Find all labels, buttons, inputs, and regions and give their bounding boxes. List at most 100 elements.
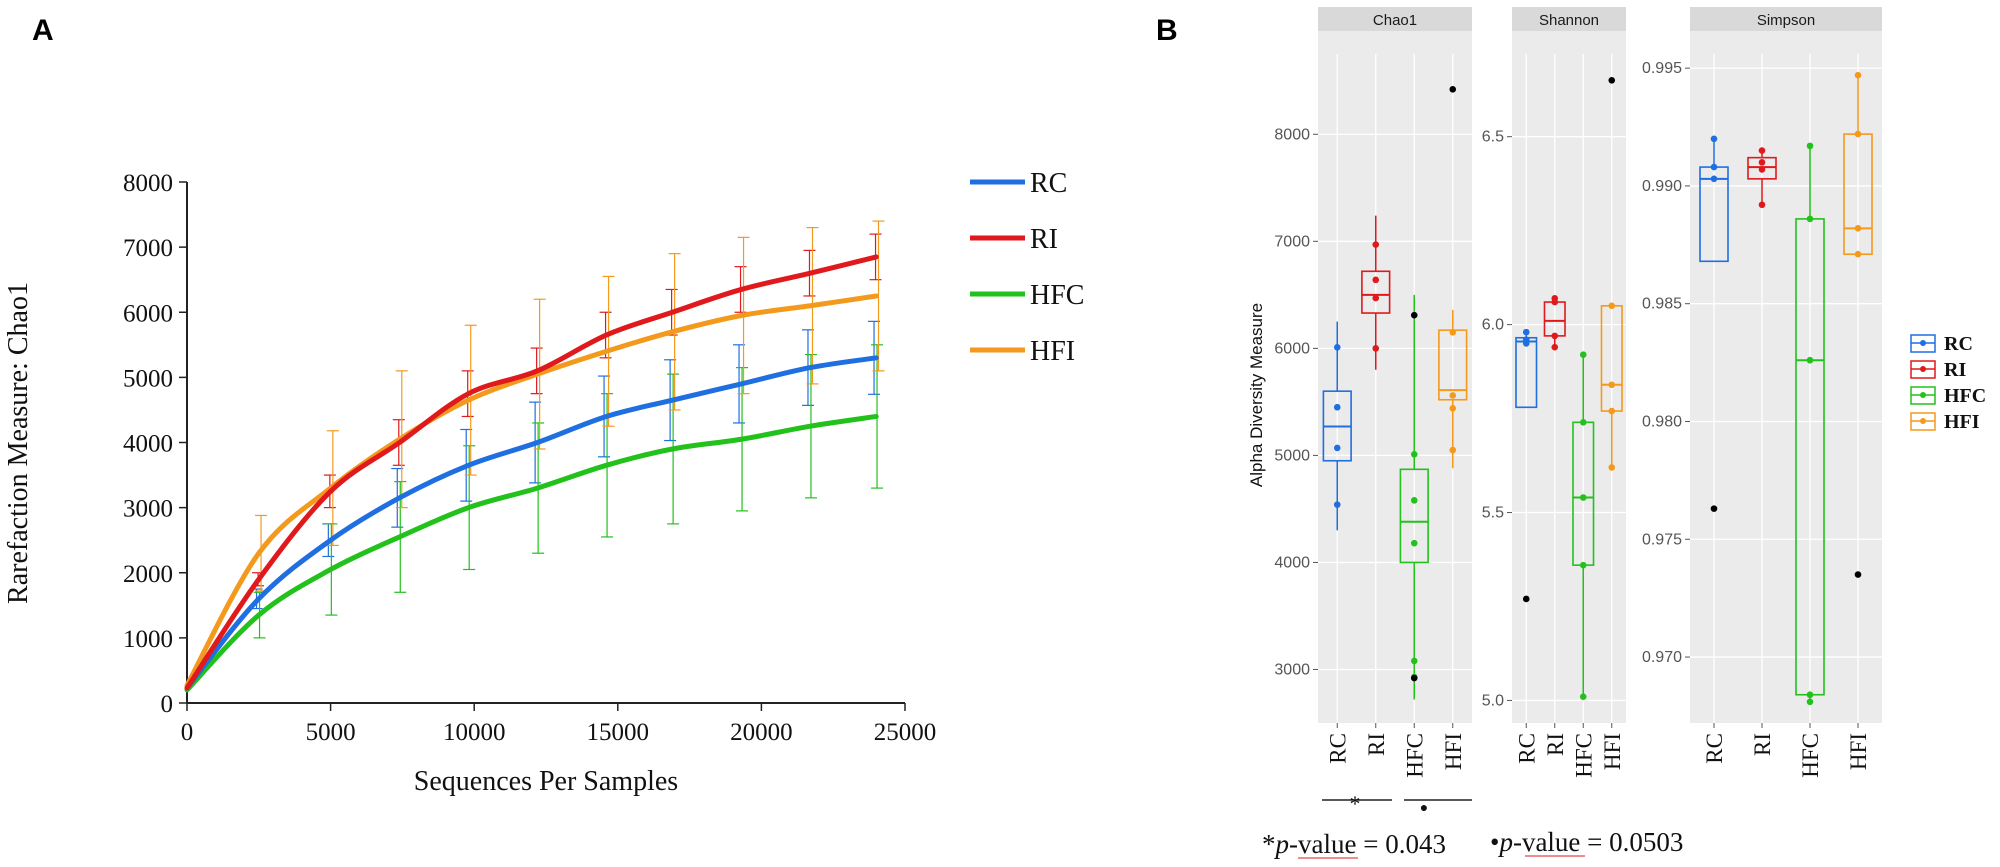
data-point bbox=[1372, 241, 1380, 248]
panel-background bbox=[1690, 30, 1882, 723]
footnote-dot-value: -value = 0.0503 bbox=[1513, 827, 1683, 857]
alpha-diversity-boxplots: Alpha Diversity Measure Chao1 3000 4000 500… bbox=[1247, 7, 1986, 859]
box-hfc bbox=[1399, 294, 1429, 700]
x-tick-label: 20000 bbox=[730, 719, 793, 746]
footnote-dot-p: p bbox=[1497, 827, 1513, 857]
outlier-point bbox=[1710, 505, 1718, 512]
series-line-hfi bbox=[184, 293, 879, 688]
data-point bbox=[1372, 276, 1380, 284]
data-point bbox=[1522, 328, 1530, 336]
footnote-star-symbol: * bbox=[1262, 829, 1276, 859]
x-category-label: HFC bbox=[1571, 733, 1596, 778]
y-tick-label: 1000 bbox=[123, 626, 173, 653]
y-tick-label: 8000 bbox=[1274, 126, 1310, 143]
data-point bbox=[1854, 71, 1862, 79]
box-body bbox=[1361, 270, 1391, 314]
data-point bbox=[1608, 464, 1616, 471]
data-point bbox=[1579, 561, 1587, 569]
facet-strip bbox=[1318, 7, 1472, 31]
outlier-point bbox=[1410, 674, 1418, 682]
data-point bbox=[1449, 392, 1457, 399]
data-point bbox=[1551, 294, 1559, 302]
x-category-label: HFI bbox=[1600, 733, 1625, 770]
outlier-point bbox=[1449, 86, 1457, 93]
x-tick-label: 15000 bbox=[587, 719, 650, 746]
outlier-point bbox=[1522, 595, 1530, 603]
legend-b-dot-hfc bbox=[1920, 392, 1926, 398]
box-hfi bbox=[1600, 77, 1623, 471]
x-category-label: HFC bbox=[1798, 733, 1823, 778]
y-tick-label: 3000 bbox=[1274, 661, 1310, 678]
data-point bbox=[1710, 175, 1718, 183]
y-tick-label: 8000 bbox=[123, 170, 173, 197]
y-tick-label: 5.5 bbox=[1482, 505, 1504, 522]
y-tick-label: 3000 bbox=[123, 496, 173, 523]
legend-b: RC RI HFC HFI bbox=[1910, 333, 1986, 433]
footnote-star: *p-value = 0.043 bbox=[1262, 829, 1446, 859]
y-tick-label: 6.5 bbox=[1482, 129, 1504, 146]
data-point bbox=[1758, 159, 1766, 166]
x-category-label: RI bbox=[1364, 733, 1389, 756]
box-body bbox=[1747, 156, 1777, 180]
data-point bbox=[1806, 356, 1814, 364]
data-point bbox=[1333, 343, 1341, 351]
data-point bbox=[1758, 166, 1766, 173]
data-point bbox=[1410, 657, 1418, 665]
data-point bbox=[1854, 250, 1862, 258]
y-tick-label: 4000 bbox=[123, 431, 173, 458]
legend-b-dot-hfi bbox=[1920, 418, 1926, 424]
x-category-label: HFC bbox=[1402, 733, 1427, 778]
facet-chao1: Chao1 3000 4000 5000 6000 7000 8000 RC RI HFC HFI bbox=[1274, 7, 1472, 778]
y-tick-label: 0.985 bbox=[1642, 296, 1682, 313]
y-tick-label: 0.990 bbox=[1642, 178, 1682, 195]
footnote-star-value: -value = 0.043 bbox=[1289, 829, 1446, 859]
data-point bbox=[1579, 494, 1587, 501]
data-point bbox=[1579, 693, 1587, 700]
data-point bbox=[1758, 147, 1766, 154]
footnote-dot-symbol: • bbox=[1490, 827, 1499, 857]
y-tick-label: 5.0 bbox=[1482, 692, 1504, 709]
box-rc bbox=[1515, 328, 1538, 603]
legend-b-dot-ri bbox=[1920, 366, 1926, 372]
footnote-dot: •p-value = 0.0503 bbox=[1490, 827, 1683, 857]
x-category-label: RC bbox=[1325, 733, 1350, 764]
data-point bbox=[1449, 446, 1457, 454]
y-tick-label: 5000 bbox=[123, 365, 173, 392]
data-point bbox=[1410, 497, 1418, 504]
x-tick-label: 5000 bbox=[306, 719, 356, 746]
x-category-label: RI bbox=[1543, 733, 1568, 756]
axis-ticks: 0 1000 2000 3000 4000 5000 6000 7000 8000 0 5000 10… bbox=[123, 170, 936, 746]
series-line-rc bbox=[184, 355, 879, 691]
series-lines bbox=[184, 254, 879, 693]
box-hfi bbox=[1438, 86, 1468, 469]
facet-strip bbox=[1512, 7, 1626, 31]
y-tick-label: 0.970 bbox=[1642, 649, 1682, 666]
data-point bbox=[1449, 405, 1457, 412]
y-tick-label: 0.995 bbox=[1642, 60, 1682, 77]
y-tick-label: 7000 bbox=[1274, 233, 1310, 250]
data-point bbox=[1710, 163, 1718, 171]
panel-background bbox=[1512, 30, 1626, 723]
outlier-point bbox=[1410, 311, 1418, 319]
y-tick-label: 0.980 bbox=[1642, 413, 1682, 430]
x-category-label: HFI bbox=[1846, 733, 1871, 770]
box-hfc bbox=[1572, 351, 1595, 700]
facet-shannon: Shannon 5.0 5.5 6.0 6.5 RC RI HFC HFI bbox=[1482, 7, 1626, 778]
data-point bbox=[1372, 345, 1380, 352]
legend-b-label-hfc: HFC bbox=[1944, 385, 1986, 407]
facet-strip-label: Simpson bbox=[1757, 12, 1815, 29]
y-tick-label: 0 bbox=[161, 691, 174, 718]
y-tick-label: 0.975 bbox=[1642, 531, 1682, 548]
x-category-label: RI bbox=[1750, 733, 1775, 756]
legend: RC RI HFC HFI bbox=[970, 168, 1084, 367]
box-hfi bbox=[1843, 71, 1873, 578]
y-axis-label-b: Alpha Diversity Measure bbox=[1247, 303, 1266, 487]
y-tick-label: 5000 bbox=[1274, 447, 1310, 464]
data-point bbox=[1608, 407, 1616, 415]
x-category-label: RC bbox=[1514, 733, 1539, 764]
data-point bbox=[1710, 135, 1718, 143]
outlier-point bbox=[1608, 77, 1616, 84]
y-tick-label: 2000 bbox=[123, 561, 173, 588]
